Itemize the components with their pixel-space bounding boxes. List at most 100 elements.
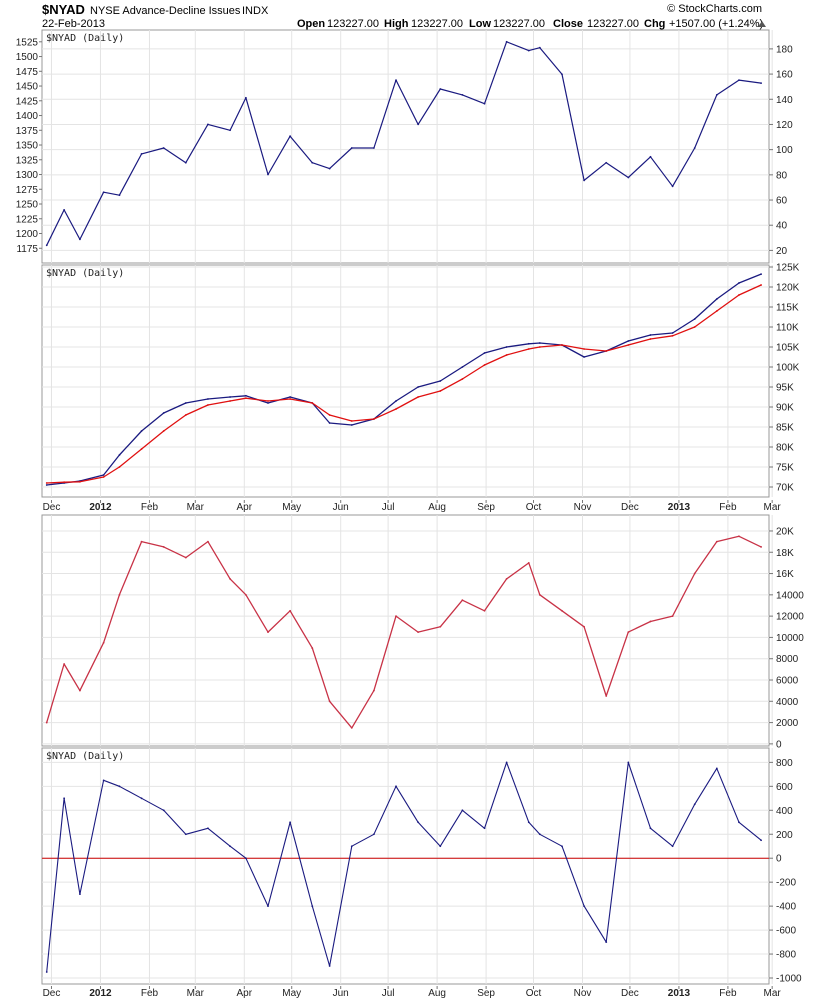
left-tick-label: 1425 (16, 96, 39, 107)
y-tick-label: 8000 (776, 654, 799, 665)
data-point (649, 827, 652, 830)
y-tick-label: 120K (776, 283, 800, 294)
data-point (267, 400, 269, 402)
data-point (417, 123, 420, 126)
data-point (583, 179, 585, 182)
y-tick-label: 400 (776, 806, 793, 817)
panel-frame (41, 264, 770, 498)
data-point (561, 609, 563, 612)
open-label: Open (297, 18, 325, 30)
high-value: 123227.00 (411, 18, 463, 30)
data-point (671, 332, 674, 334)
data-point (605, 350, 608, 352)
x-tick-label: Apr (237, 502, 253, 513)
data-point (244, 96, 247, 99)
data-point (184, 402, 187, 404)
data-point (527, 342, 530, 345)
low-label: Low (469, 18, 491, 30)
data-point (207, 540, 209, 543)
left-tick-label: 1450 (16, 82, 39, 93)
data-point (439, 845, 442, 848)
panel-frame (41, 747, 770, 985)
y-tick-label: 600 (776, 782, 793, 793)
data-point (483, 609, 486, 612)
panel-frame (41, 29, 770, 264)
left-tick-label: 1175 (16, 244, 38, 255)
data-point (693, 318, 696, 320)
data-point (102, 476, 105, 478)
y-tick-label: 100 (776, 145, 793, 156)
y-tick-label: 110K (776, 323, 799, 334)
x-tick-label: Dec (621, 502, 639, 513)
x-tick-label: Nov (574, 502, 592, 513)
data-point (63, 797, 66, 800)
data-point (162, 809, 165, 812)
y-tick-label: 6000 (776, 676, 799, 687)
y-tick-label: 18K (776, 548, 794, 559)
data-point (715, 767, 718, 770)
data-point (311, 402, 314, 404)
data-point (505, 40, 508, 43)
x-tick-label: Mar (764, 502, 782, 513)
data-point (738, 821, 740, 824)
collapse-triangle-icon[interactable] (758, 21, 766, 27)
data-point (538, 593, 541, 596)
data-point (45, 482, 48, 484)
x-tick-label: Feb (141, 502, 159, 513)
data-point (102, 191, 105, 194)
x-tick-label: 2012 (89, 502, 112, 513)
data-point (328, 167, 331, 170)
data-point (244, 857, 247, 860)
data-point (760, 839, 762, 842)
data-point (244, 397, 247, 400)
data-point (538, 833, 541, 836)
data-point (715, 540, 718, 543)
chg-value: +1507.00 (+1.24%) (669, 18, 763, 30)
data-point (289, 396, 292, 398)
data-point (693, 147, 696, 149)
data-point (328, 700, 331, 703)
data-point (738, 79, 740, 82)
panel-3: 0 2000 4000 6000 8000 10000 12000 14000 16K 18K 20… (41, 514, 804, 750)
security-name: NYSE Advance-Decline Issues (90, 5, 241, 17)
x-tick-label: 2013 (668, 502, 691, 513)
x-tick-label: Jun (333, 988, 349, 999)
y-tick-label: 180 (776, 44, 793, 55)
x-tick-label: Dec (621, 988, 639, 999)
y-tick-label: 0 (776, 854, 782, 865)
y-tick-label: 16K (776, 569, 794, 580)
data-point (627, 631, 630, 633)
y-tick-label: 2000 (776, 718, 799, 729)
data-point (102, 474, 105, 476)
close-label: Close (553, 18, 583, 30)
data-point (461, 599, 464, 602)
data-point (627, 340, 630, 342)
data-point (184, 556, 187, 559)
data-point (583, 348, 585, 350)
x-tick-label: Feb (141, 988, 159, 999)
data-point (439, 88, 442, 90)
data-point (140, 540, 143, 543)
data-point (439, 390, 442, 392)
data-point (118, 593, 121, 596)
left-tick-label: 1300 (16, 170, 39, 181)
y-tick-label: 115K (776, 303, 799, 314)
data-point (738, 294, 740, 296)
close-value: 123227.00 (587, 18, 639, 30)
data-point (289, 135, 292, 138)
data-point (483, 827, 486, 830)
data-point (395, 79, 397, 82)
y-tick-label: 140 (776, 95, 793, 106)
data-point (505, 346, 508, 348)
data-point (461, 366, 464, 368)
data-point (649, 155, 652, 158)
y-tick-label: 20K (776, 526, 794, 537)
data-point (693, 326, 696, 328)
data-point (289, 609, 292, 612)
data-point (350, 727, 353, 729)
data-point (267, 173, 269, 176)
left-tick-label: 1200 (16, 229, 39, 240)
x-tick-label: Dec (43, 988, 61, 999)
data-point (229, 396, 231, 398)
